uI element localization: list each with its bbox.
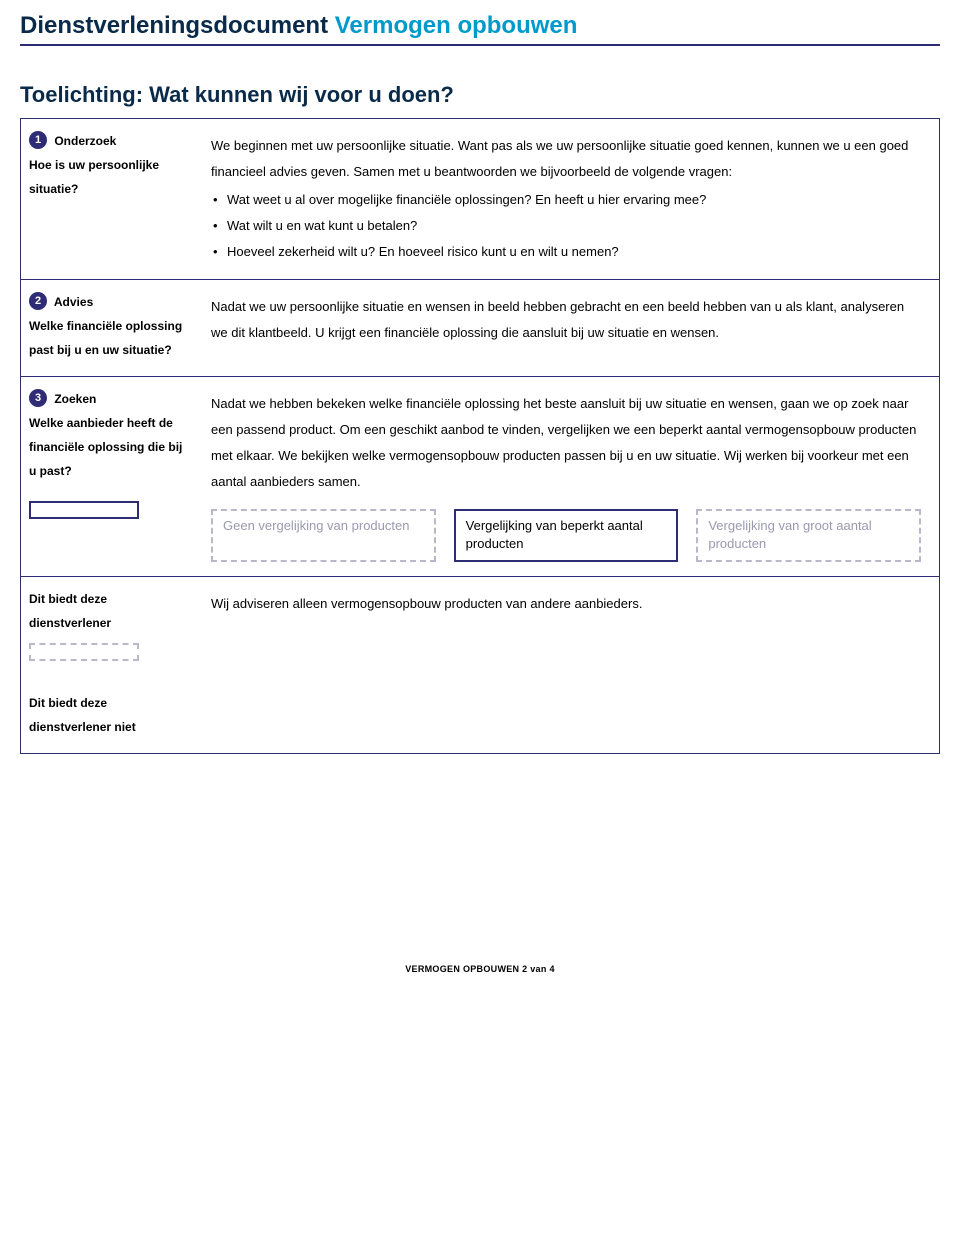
legend-offers-text: Dit biedt deze dienstverlener [29, 592, 111, 630]
steps-table: 1 Onderzoek Hoe is uw persoonlijke situa… [20, 118, 940, 754]
bullet-item: Hoeveel zekerheid wilt u? En hoeveel ris… [227, 239, 921, 265]
page-footer: VERMOGEN OPBOUWEN 2 van 4 [20, 964, 940, 974]
step-2-badge: 2 [29, 292, 47, 310]
legend-offers-label: Dit biedt deze dienstverlener [21, 577, 201, 681]
step-3-left: 3 Zoeken Welke aanbieder heeft de financ… [21, 377, 201, 576]
step-3-text: Nadat we hebben bekeken welke financiële… [211, 391, 921, 495]
step-2-subtitle: Welke financiële oplossing past bij u en… [29, 319, 182, 357]
step-3-badge: 3 [29, 389, 47, 407]
step-2-title: Advies [54, 295, 93, 309]
compare-limited: Vergelijking van beperkt aantal producte… [454, 509, 679, 562]
step-1-bullets: Wat weet u al over mogelijke financiële … [211, 187, 921, 265]
legend-notoffers-body [201, 681, 939, 753]
step-2-left: 2 Advies Welke financiële oplossing past… [21, 280, 201, 376]
step-3-title: Zoeken [54, 392, 96, 406]
document-title: Dienstverleningsdocument Vermogen opbouw… [20, 12, 940, 40]
legend-box-dashed [29, 643, 139, 661]
compare-none: Geen vergelijking van producten [211, 509, 436, 562]
compare-row: Geen vergelijking van producten Vergelij… [211, 509, 921, 562]
legend-row-offers: Dit biedt deze dienstverlener Wij advise… [21, 577, 939, 681]
step-row-1: 1 Onderzoek Hoe is uw persoonlijke situa… [21, 119, 939, 280]
section-heading: Toelichting: Wat kunnen wij voor u doen? [20, 82, 940, 108]
step-1-body: We beginnen met uw persoonlijke situatie… [201, 119, 939, 279]
step-1-left: 1 Onderzoek Hoe is uw persoonlijke situa… [21, 119, 201, 279]
title-divider [20, 44, 940, 46]
legend-offers-body: Wij adviseren alleen vermogensopbouw pro… [201, 577, 939, 681]
legend-row-notoffers: Dit biedt deze dienstverlener niet [21, 681, 939, 753]
step-row-3: 3 Zoeken Welke aanbieder heeft de financ… [21, 377, 939, 577]
step-row-2: 2 Advies Welke financiële oplossing past… [21, 280, 939, 377]
step-3-subtitle: Welke aanbieder heeft de financiële oplo… [29, 416, 182, 478]
step-1-intro: We beginnen met uw persoonlijke situatie… [211, 133, 921, 185]
bullet-item: Wat wilt u en wat kunt u betalen? [227, 213, 921, 239]
compare-large: Vergelijking van groot aantal producten [696, 509, 921, 562]
title-part-1: Dienstverleningsdocument [20, 12, 328, 39]
title-part-2: Vermogen opbouwen [335, 12, 578, 39]
legend-notoffers-label: Dit biedt deze dienstverlener niet [21, 681, 201, 753]
bullet-item: Wat weet u al over mogelijke financiële … [227, 187, 921, 213]
step-1-title: Onderzoek [54, 134, 116, 148]
legend-box-solid [29, 501, 139, 519]
step-1-badge: 1 [29, 131, 47, 149]
step-3-body: Nadat we hebben bekeken welke financiële… [201, 377, 939, 576]
step-2-body: Nadat we uw persoonlijke situatie en wen… [201, 280, 939, 376]
step-1-subtitle: Hoe is uw persoonlijke situatie? [29, 158, 159, 196]
